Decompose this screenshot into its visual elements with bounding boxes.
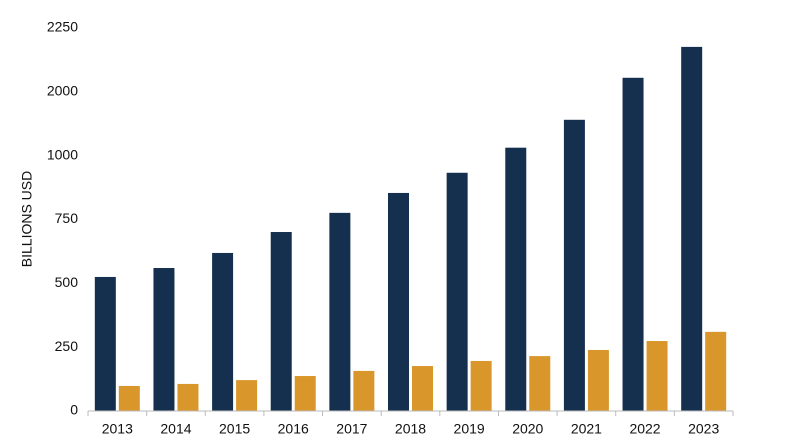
bar <box>646 341 668 411</box>
x-tick-label: 2019 <box>454 421 485 437</box>
y-axis-label: BILLIONS USD <box>19 171 35 267</box>
bar <box>353 370 375 411</box>
x-tick-label: 2014 <box>160 421 191 437</box>
bar <box>294 376 316 411</box>
x-tick-label: 2018 <box>395 421 426 437</box>
bar <box>446 172 468 411</box>
bar <box>388 192 409 411</box>
bar <box>587 349 609 411</box>
bar <box>329 212 351 411</box>
x-tick-label: 2023 <box>688 421 719 437</box>
y-tick-label: 500 <box>55 274 79 290</box>
x-tick-label: 2017 <box>336 421 367 437</box>
bar <box>212 252 234 411</box>
bar <box>412 366 433 411</box>
bar <box>681 46 703 412</box>
bar <box>505 147 527 411</box>
x-tick-label: 2020 <box>512 421 543 437</box>
bar <box>177 383 199 411</box>
y-tick-label: 2000 <box>47 83 78 99</box>
bar <box>705 331 727 411</box>
bar <box>529 356 551 411</box>
y-tick-label: 750 <box>55 210 79 226</box>
x-tick-label: 2015 <box>219 421 250 437</box>
x-tick-label: 2021 <box>571 421 602 437</box>
bar <box>563 119 585 412</box>
bar <box>153 268 175 411</box>
bar <box>622 77 644 411</box>
x-tick-label: 2013 <box>102 421 133 437</box>
y-tick-label: 2250 <box>47 19 78 35</box>
y-tick-label: 0 <box>70 402 78 418</box>
bar <box>118 385 140 411</box>
bar <box>470 360 492 411</box>
bar <box>94 276 116 411</box>
y-tick-label: 1000 <box>47 146 78 162</box>
y-tick-label: 250 <box>55 338 79 354</box>
bar <box>236 380 258 411</box>
x-tick-label: 2022 <box>629 421 660 437</box>
x-tick-label: 2016 <box>278 421 309 437</box>
bar <box>270 232 292 411</box>
